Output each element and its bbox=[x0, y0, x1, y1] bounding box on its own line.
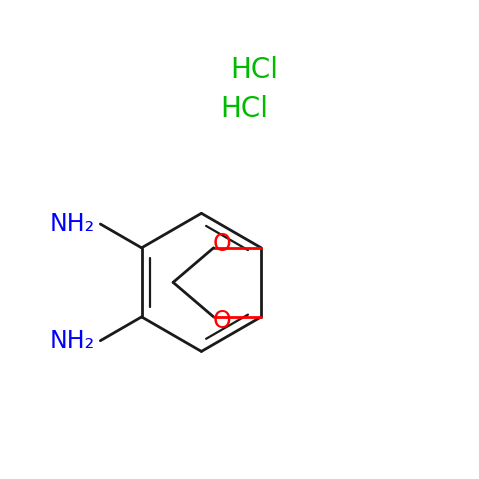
Text: O: O bbox=[213, 232, 231, 256]
Text: O: O bbox=[213, 308, 231, 333]
Text: HCl: HCl bbox=[230, 57, 278, 84]
Text: NH₂: NH₂ bbox=[49, 212, 95, 236]
Text: HCl: HCl bbox=[220, 94, 268, 123]
Text: NH₂: NH₂ bbox=[49, 329, 95, 353]
